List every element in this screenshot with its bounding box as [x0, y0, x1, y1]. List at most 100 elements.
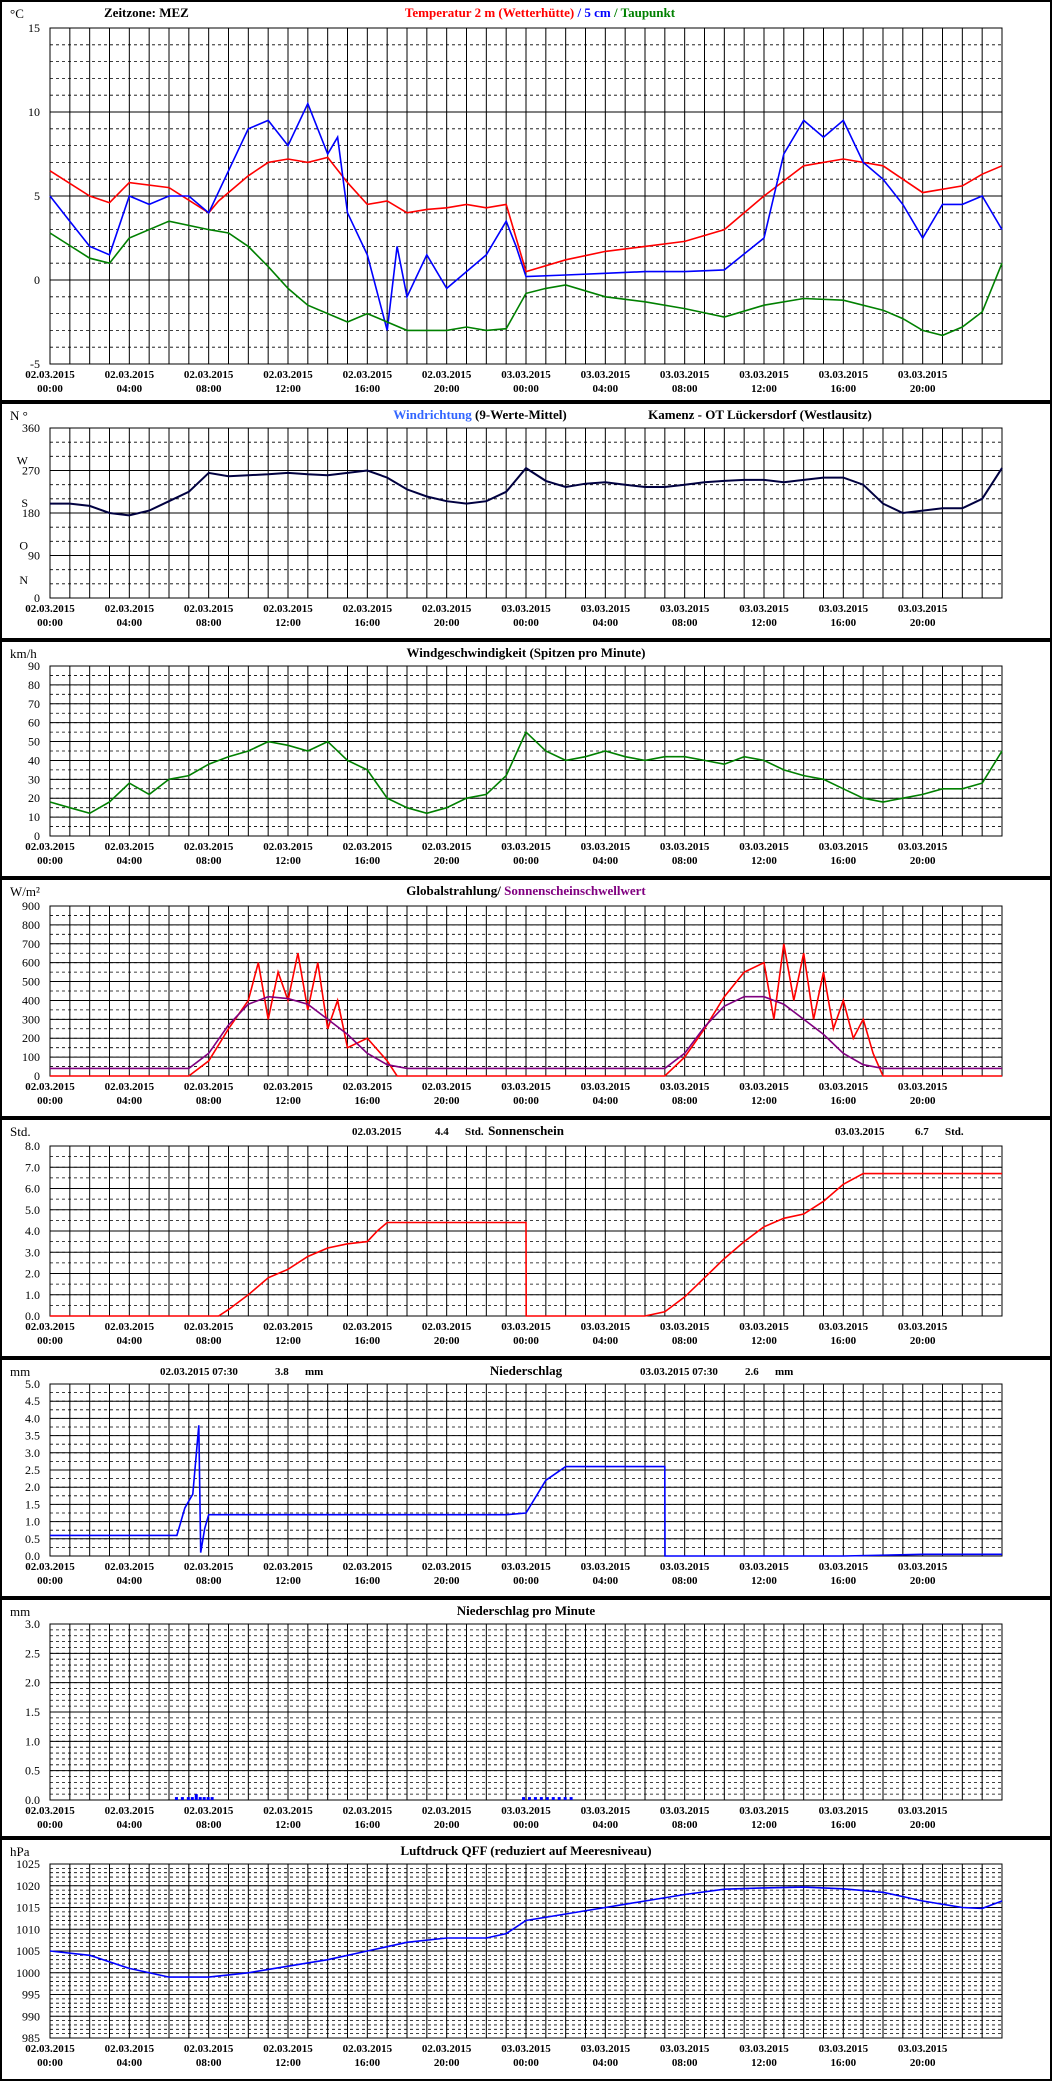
x-tick-date: 03.03.2015	[660, 369, 710, 381]
x-tick-date: 03.03.2015	[739, 369, 789, 381]
y-tick-label: 0.0	[25, 1793, 40, 1807]
compass-label: W	[17, 454, 29, 468]
panel-border	[0, 878, 1052, 1118]
y-tick-label: 995	[22, 1988, 40, 2002]
precip-bar	[545, 1797, 549, 1800]
x-tick-date: 02.03.2015	[25, 1561, 75, 1573]
precip-bar	[527, 1797, 531, 1800]
x-tick-time: 16:00	[830, 617, 856, 629]
summary-unit: mm	[775, 1366, 793, 1378]
title-part: Temperatur 2 m (Wetterhütte)	[405, 5, 574, 20]
y-tick-label: 90	[28, 549, 40, 563]
x-tick-date: 03.03.2015	[501, 841, 551, 853]
x-tick-date: 03.03.2015	[581, 1805, 631, 1817]
y-tick-label: 7.0	[25, 1160, 40, 1174]
x-tick-time: 20:00	[434, 617, 460, 629]
x-tick-date: 02.03.2015	[263, 603, 313, 615]
x-tick-date: 03.03.2015	[739, 603, 789, 615]
x-tick-time: 12:00	[275, 1335, 301, 1347]
panel-precip_minute: 0.0 0.5 1.0 1.5 2.0 2.5 3.0mm 02.03.2015 00:00 02…	[0, 1598, 1052, 1838]
precip-bar	[190, 1797, 194, 1800]
x-tick-time: 08:00	[196, 2057, 222, 2069]
y-tick-label: 1020	[16, 1879, 40, 1893]
x-tick-date: 03.03.2015	[581, 2043, 631, 2055]
x-tick-time: 00:00	[513, 617, 539, 629]
x-tick-time: 16:00	[830, 383, 856, 395]
series-line-niederschlag	[50, 1425, 1002, 1557]
panel-precip: 0.00.51.01.52.02.53.03.54.04.55.0mm02.03…	[0, 1358, 1052, 1598]
series-line-sonnenschein	[50, 1172, 1002, 1317]
x-tick-time: 04:00	[116, 1819, 142, 1831]
x-tick-time: 16:00	[830, 855, 856, 867]
x-tick-time: 00:00	[37, 617, 63, 629]
x-tick-date: 02.03.2015	[184, 841, 234, 853]
y-tick-label: 1.0	[25, 1515, 40, 1529]
y-tick-label: 0.0	[25, 1309, 40, 1323]
x-tick-date: 03.03.2015	[898, 841, 948, 853]
title-part: 5 cm	[584, 5, 611, 20]
x-tick-time: 04:00	[116, 617, 142, 629]
x-tick-date: 02.03.2015	[263, 1081, 313, 1093]
x-tick-date: 02.03.2015	[263, 1321, 313, 1333]
title-part: Globalstrahlung/	[406, 883, 504, 898]
panel-border	[0, 1118, 1052, 1358]
x-tick-time: 08:00	[672, 2057, 698, 2069]
precip-bar	[198, 1797, 202, 1800]
x-tick-date: 03.03.2015	[660, 1561, 710, 1573]
y-tick-label: 2.5	[25, 1646, 40, 1660]
x-tick-time: 12:00	[751, 1095, 777, 1107]
x-tick-date: 02.03.2015	[105, 1561, 155, 1573]
x-tick-date: 03.03.2015	[581, 1321, 631, 1333]
unit-label: N °	[10, 408, 28, 423]
x-tick-date: 02.03.2015	[422, 1321, 472, 1333]
precip-bar	[551, 1797, 555, 1800]
y-tick-label: 70	[28, 697, 40, 711]
x-tick-date: 02.03.2015	[25, 369, 75, 381]
plot-area	[49, 1383, 1003, 1557]
x-tick-date: 02.03.2015	[422, 841, 472, 853]
x-tick-time: 16:00	[830, 2057, 856, 2069]
x-tick-date: 03.03.2015	[660, 1805, 710, 1817]
x-tick-time: 12:00	[275, 617, 301, 629]
chart-title: Sonnenschein	[488, 1123, 565, 1138]
precip-bar	[522, 1797, 526, 1800]
timezone-label: Zeitzone: MEZ	[104, 5, 189, 20]
x-tick-time: 20:00	[434, 855, 460, 867]
x-tick-date: 02.03.2015	[343, 2043, 393, 2055]
panel-border	[0, 402, 1052, 640]
x-tick-date: 03.03.2015	[898, 1321, 948, 1333]
x-tick-date: 02.03.2015	[105, 1805, 155, 1817]
y-tick-label: 0	[34, 829, 40, 843]
x-tick-date: 02.03.2015	[25, 1081, 75, 1093]
x-tick-date: 02.03.2015	[422, 1561, 472, 1573]
x-tick-date: 02.03.2015	[105, 369, 155, 381]
x-tick-time: 16:00	[354, 1819, 380, 1831]
y-tick-label: 10	[28, 105, 40, 119]
x-tick-time: 00:00	[513, 1335, 539, 1347]
summary-date: 03.03.2015 07:30	[640, 1366, 718, 1378]
x-tick-date: 03.03.2015	[819, 841, 869, 853]
x-tick-time: 12:00	[275, 1575, 301, 1587]
x-tick-time: 16:00	[830, 1095, 856, 1107]
x-tick-time: 04:00	[116, 855, 142, 867]
x-tick-time: 08:00	[196, 1335, 222, 1347]
series-line-5-cm	[49, 101, 1003, 331]
x-tick-date: 03.03.2015	[739, 1561, 789, 1573]
plot-area	[49, 427, 1003, 599]
y-tick-label: 1015	[16, 1901, 40, 1915]
x-tick-time: 12:00	[275, 383, 301, 395]
x-tick-time: 04:00	[116, 1095, 142, 1107]
series-line-luftdruck-qff-reduziert-auf-meeresniveau	[49, 1886, 1003, 1978]
x-tick-time: 12:00	[275, 855, 301, 867]
x-tick-time: 20:00	[910, 383, 936, 395]
x-tick-time: 16:00	[830, 1575, 856, 1587]
x-tick-time: 20:00	[434, 1095, 460, 1107]
x-tick-date: 02.03.2015	[184, 1805, 234, 1817]
x-tick-time: 04:00	[592, 2057, 618, 2069]
y-tick-label: 3.5	[25, 1429, 40, 1443]
y-tick-label: 3.0	[25, 1245, 40, 1259]
x-tick-date: 02.03.2015	[105, 2043, 155, 2055]
summary-value: 2.6	[745, 1366, 759, 1378]
y-tick-label: 1.5	[25, 1705, 40, 1719]
